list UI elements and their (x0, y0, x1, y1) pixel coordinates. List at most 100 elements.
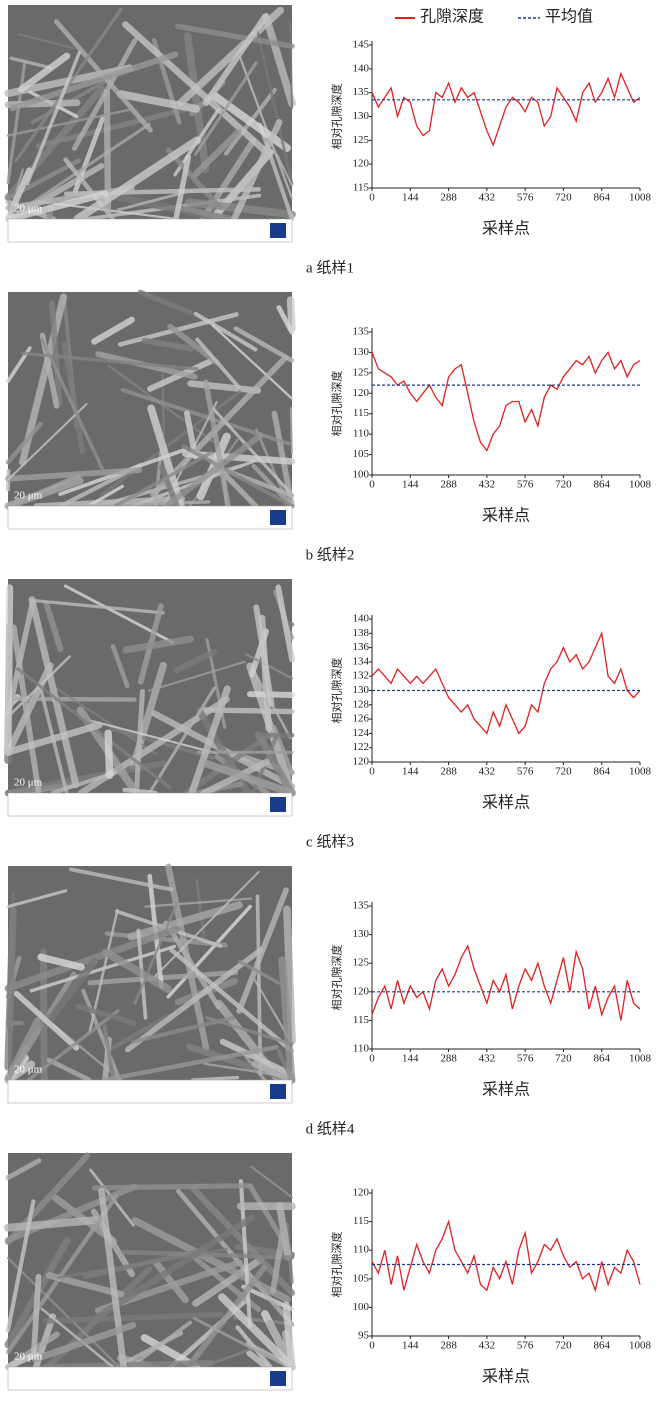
sem-image (4, 5, 296, 243)
y-tick-label: 130 (353, 110, 370, 122)
y-tick-label: 120 (353, 387, 370, 399)
x-tick-label: 1008 (629, 479, 652, 491)
y-axis-label: 相对孔隙深度 (330, 371, 344, 437)
fiber (98, 1187, 128, 1371)
fiber (282, 1301, 296, 1371)
x-tick-label: 1008 (629, 766, 652, 778)
x-tick-label: 720 (555, 1340, 572, 1352)
fiber (107, 364, 225, 451)
y-tick-label: 130 (353, 346, 370, 358)
fiber (144, 897, 253, 908)
fiber (42, 1311, 224, 1324)
fiber (238, 959, 281, 985)
fiber (5, 784, 64, 796)
y-tick-label: 100 (353, 1301, 370, 1313)
y-tick-label: 110 (353, 1244, 370, 1256)
fiber (103, 88, 112, 215)
fiber (289, 20, 294, 110)
fiber (188, 685, 231, 797)
fiber (246, 1349, 270, 1371)
x-axis-label: 采样点 (482, 507, 530, 525)
sem-image (4, 289, 296, 530)
x-tick-label: 144 (402, 479, 419, 491)
fiber (262, 12, 296, 108)
fiber (104, 729, 114, 780)
logo (270, 1371, 286, 1386)
fiber (192, 128, 242, 178)
y-tick-label: 128 (353, 698, 370, 710)
fiber (183, 32, 210, 174)
x-tick-label: 432 (479, 1340, 496, 1352)
fiber (245, 653, 294, 680)
fiber (4, 1351, 39, 1371)
fiber (116, 190, 190, 212)
fiber (113, 450, 214, 508)
fiber (116, 90, 201, 113)
fiber (163, 432, 264, 510)
fiber (133, 902, 178, 1006)
y-tick-label: 115 (353, 1215, 370, 1227)
caption: a 纸样1 (306, 259, 354, 276)
y-tick-label: 135 (353, 900, 370, 912)
fiber (17, 52, 71, 93)
y-tick-label: 140 (353, 62, 370, 74)
fiber (91, 316, 135, 345)
fiber (176, 204, 234, 223)
y-tick-label: 126 (353, 713, 370, 725)
fiber (195, 337, 241, 389)
fiber (153, 1260, 189, 1304)
x-tick-label: 432 (479, 1053, 496, 1065)
fiber (40, 337, 105, 473)
fiber (195, 878, 206, 938)
y-axis-label: 相对孔隙深度 (330, 945, 344, 1011)
x-tick-label: 864 (593, 1340, 610, 1352)
fiber (276, 305, 295, 335)
fiber (50, 771, 116, 796)
fiber (275, 584, 295, 663)
fiber (236, 887, 289, 1014)
fiber (4, 584, 14, 753)
info-bar (7, 1079, 293, 1104)
fiber (69, 867, 174, 892)
fiber (183, 732, 272, 796)
fiber (124, 946, 264, 1053)
x-tick-label: 144 (402, 1340, 419, 1352)
x-tick-label: 576 (517, 192, 534, 204)
logo (270, 797, 286, 812)
fiber (6, 889, 68, 909)
y-tick-label: 124 (353, 727, 370, 739)
y-tick-label: 120 (353, 158, 370, 170)
x-axis-label: 采样点 (482, 1368, 530, 1386)
fiber (13, 990, 80, 1051)
x-tick-label: 432 (479, 479, 496, 491)
fiber (37, 953, 85, 971)
fiber (6, 402, 88, 481)
data-line (371, 944, 641, 1021)
fiber (4, 167, 33, 223)
fiber (211, 407, 294, 497)
fiber (255, 28, 294, 186)
y-tick-label: 145 (353, 39, 370, 51)
y-tick-label: 136 (353, 641, 370, 653)
fiber (4, 906, 17, 1071)
fiber (205, 1016, 294, 1046)
x-axis-label: 采样点 (482, 220, 530, 238)
fiber (192, 1316, 290, 1369)
fiber (49, 300, 63, 407)
x-tick-label: 864 (593, 1053, 610, 1065)
fiber (81, 988, 122, 1082)
y-tick-label: 125 (353, 957, 370, 969)
fiber (251, 1060, 296, 1084)
fiber (192, 1256, 265, 1307)
data-line (371, 631, 641, 735)
fiber (253, 604, 275, 708)
y-tick-label: 115 (353, 182, 370, 194)
fiber (104, 931, 228, 948)
fiber (43, 601, 64, 653)
fiber (73, 136, 201, 223)
x-tick-label: 144 (402, 192, 419, 204)
scale-label: 20 μm (14, 1351, 43, 1363)
fiber (176, 1188, 295, 1328)
x-tick-label: 720 (555, 766, 572, 778)
fiber (89, 719, 218, 755)
